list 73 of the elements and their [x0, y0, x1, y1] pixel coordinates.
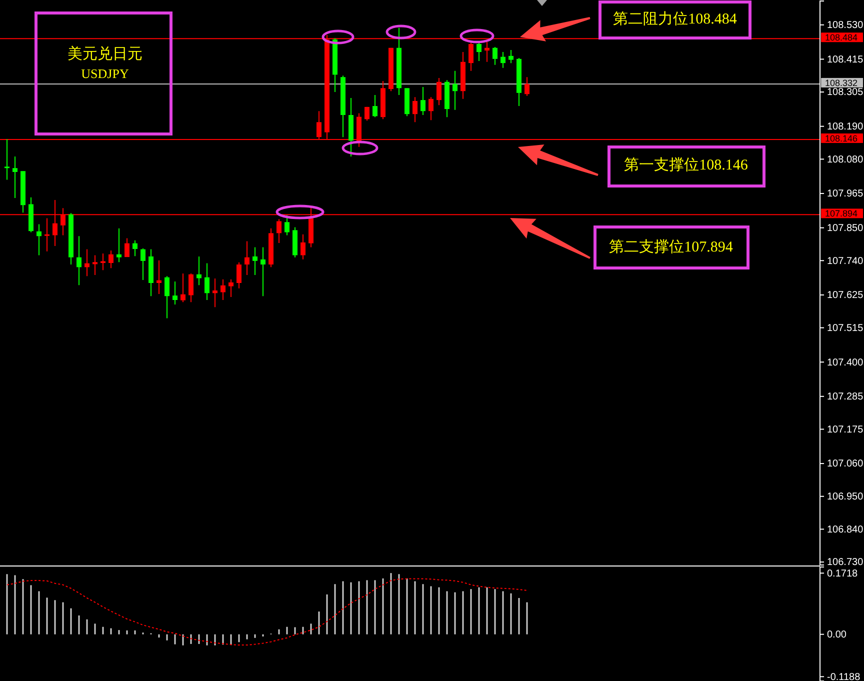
y-tick-label: 106.730	[827, 557, 864, 568]
y-tick-label: 107.175	[827, 424, 864, 436]
annotation: 第二支撑位107.894	[609, 238, 734, 256]
candlestick	[476, 41, 482, 62]
candlestick	[468, 42, 474, 72]
ref-line-label: 108.332	[825, 78, 858, 88]
annotation: 第一支撑位108.146	[624, 156, 748, 174]
candlestick	[188, 272, 194, 303]
candlestick	[36, 224, 42, 256]
candlestick	[172, 281, 178, 305]
candlestick	[484, 41, 490, 62]
candlestick	[524, 76, 530, 96]
y-tick-label: 0.00	[827, 630, 847, 641]
candlestick	[156, 260, 162, 295]
ref-line-label: 108.146	[825, 133, 858, 144]
y-tick-label: 107.285	[827, 392, 864, 403]
candlestick	[76, 236, 82, 286]
candlestick	[276, 218, 282, 244]
candlestick	[300, 234, 306, 260]
y-tick-label: 108.190	[827, 122, 864, 133]
ref-line-label: 107.894	[825, 208, 858, 219]
candlestick	[420, 86, 426, 116]
y-tick-label: 108.305	[827, 87, 864, 98]
candlestick	[372, 94, 378, 118]
candlestick	[244, 240, 250, 276]
y-tick-label: 0.1718	[827, 568, 858, 580]
y-tick-label: 107.515	[827, 322, 864, 334]
candlestick	[140, 248, 146, 281]
candlestick	[260, 246, 266, 297]
candlestick	[220, 278, 226, 301]
annotation: USDJPY	[81, 66, 130, 81]
candlestick	[132, 240, 138, 257]
candlestick	[228, 278, 234, 298]
candlestick	[212, 278, 218, 308]
y-tick-label: 108.080	[827, 154, 864, 166]
candlestick	[204, 262, 210, 301]
candlestick	[12, 156, 18, 198]
candlestick	[508, 49, 514, 64]
y-tick-label: 107.965	[827, 188, 864, 200]
y-tick-label: 107.850	[827, 222, 864, 234]
candlestick	[100, 252, 106, 271]
y-tick-label: 106.840	[827, 524, 864, 536]
candlestick	[412, 96, 418, 123]
candlestick	[44, 218, 50, 252]
y-tick-label: 106.950	[827, 492, 864, 503]
candlestick	[252, 246, 258, 276]
candlestick	[84, 248, 90, 277]
y-tick-label: 107.400	[827, 357, 864, 368]
candlestick	[364, 106, 370, 122]
ref-line-label: 108.484	[825, 32, 858, 43]
y-tick-label: -0.1188	[827, 672, 861, 681]
candlestick	[452, 70, 458, 110]
y-tick-label: 107.060	[827, 458, 864, 470]
annotation: 美元兑日元	[68, 45, 142, 62]
candlestick	[196, 256, 202, 286]
candlestick	[492, 46, 498, 66]
candlestick	[500, 52, 506, 68]
line-series	[6, 578, 528, 646]
candlestick	[108, 250, 114, 269]
candlestick	[236, 262, 242, 289]
candlestick	[428, 96, 434, 121]
candlestick	[4, 138, 10, 180]
y-tick-label: 107.740	[827, 256, 864, 267]
candlestick	[180, 272, 186, 303]
candlestick	[436, 77, 442, 106]
y-tick-label: 108.530	[827, 20, 864, 32]
candlestick	[164, 276, 170, 319]
candlestick	[92, 254, 98, 276]
y-tick-label: 107.625	[827, 290, 864, 302]
candlestick	[116, 228, 122, 263]
y-tick-label: 108.415	[827, 54, 864, 66]
candlestick	[124, 238, 130, 258]
annotation: 第二阻力位108.484	[613, 10, 738, 28]
